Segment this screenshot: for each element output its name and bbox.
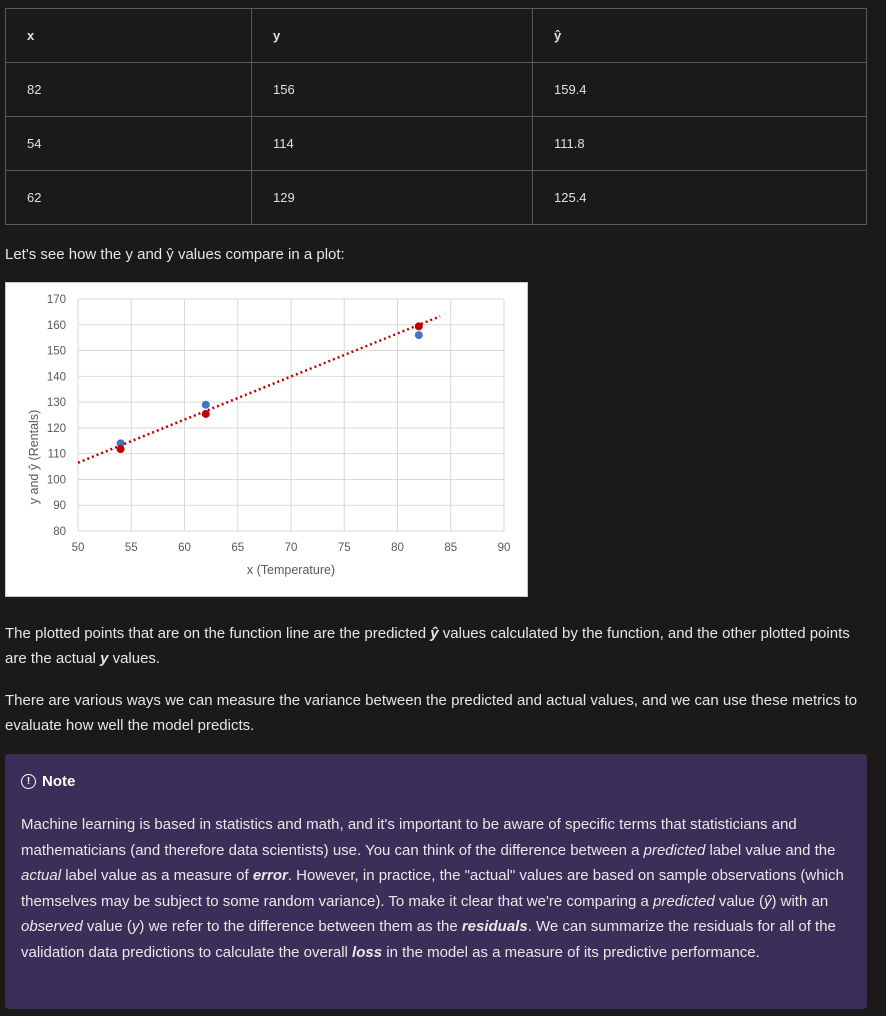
text-run: value ( — [82, 918, 132, 935]
y-tick-label: 170 — [47, 294, 66, 306]
text-run: value ( — [714, 892, 764, 910]
table-cell: 159.4 — [532, 62, 867, 117]
x-tick-label: 60 — [178, 542, 191, 554]
predicted-point — [414, 322, 423, 331]
x-tick-label: 65 — [231, 542, 244, 554]
chart-svg: 50 55 60 65 70 75 80 85 90 80 90 100 110 120 130 140 150… — [27, 294, 511, 577]
x-tick-label: 90 — [498, 542, 511, 554]
table-cell: 114 — [251, 116, 533, 171]
x-tick-label: 70 — [285, 542, 298, 554]
table-header-row: x y ŷ — [5, 8, 867, 63]
y-tick-label: 150 — [47, 346, 66, 358]
table-cell: 125.4 — [532, 170, 867, 225]
text-run: observed — [21, 918, 83, 935]
table-row: 54 114 111.8 — [5, 116, 867, 171]
y-tick-label: 160 — [47, 320, 66, 332]
text-run: actual — [21, 867, 62, 884]
text-run: . We can summarize the residuals for all… — [21, 918, 836, 961]
y-axis-label: y and ŷ (Rentals) — [27, 410, 41, 504]
y-tick-label: 90 — [53, 500, 66, 512]
paragraph-metrics: There are various ways we can measure th… — [5, 692, 858, 734]
y-tick-label: 100 — [47, 474, 66, 486]
y-tick-label: 130 — [47, 397, 66, 409]
y-tick-label: 110 — [48, 449, 66, 461]
x-tick-label: 80 — [391, 542, 404, 554]
table-cell: 62 — [5, 170, 252, 225]
note-title: Note — [42, 773, 76, 790]
text-run: . However, in practice, the "actual" val… — [21, 867, 844, 910]
x-tick-label: 55 — [125, 542, 138, 554]
intro-text: Let's see how the y and ŷ values compare… — [5, 246, 345, 263]
text-run: Machine learning is based in statistics … — [21, 816, 797, 859]
table-cell: 82 — [5, 62, 252, 117]
text-run: label value as a measure of — [61, 867, 253, 884]
column-header-x: x — [5, 8, 252, 63]
info-icon: ! — [21, 774, 36, 789]
table-cell: 111.8 — [532, 116, 867, 171]
y-tick-label: 140 — [47, 371, 66, 383]
y-tick-label: 80 — [53, 526, 66, 538]
text-run: values calculated by the function, and t… — [5, 625, 850, 667]
text-run: ŷ — [430, 625, 439, 642]
column-header-y: y — [251, 8, 533, 63]
predicted-point — [201, 409, 210, 418]
text-run: in the model as a measure of its predict… — [382, 943, 760, 961]
text-run: loss — [352, 943, 383, 961]
table-cell: 129 — [251, 170, 533, 225]
table-cell: 156 — [251, 62, 533, 117]
text-run: values. — [108, 650, 161, 667]
note-header: ! Note — [21, 773, 851, 790]
text-run: ŷ — [763, 892, 772, 910]
text-run: error — [252, 867, 288, 884]
x-axis-label: x (Temperature) — [247, 563, 335, 577]
note-body: Machine learning is based in statistics … — [21, 812, 851, 965]
paragraph-plot-explanation: The plotted points that are on the funct… — [5, 621, 865, 671]
table-cell: 54 — [5, 116, 252, 171]
text-run: predicted — [643, 841, 706, 859]
x-tick-label: 75 — [338, 542, 351, 554]
text-run: ) with an — [771, 892, 829, 910]
text-run: ) we refer to the difference between the… — [139, 918, 462, 935]
data-table: x y ŷ 82 156 159.4 54 114 111.8 62 129 1… — [5, 8, 867, 225]
trend-line — [77, 315, 441, 464]
text-run: y — [100, 650, 109, 667]
actual-point — [116, 439, 125, 448]
x-tick-label: 85 — [444, 542, 457, 554]
actual-point — [414, 331, 423, 340]
predicted-point — [116, 445, 125, 454]
y-tick-label: 120 — [47, 423, 66, 435]
column-header-yhat: ŷ — [532, 8, 867, 63]
text-run: y — [131, 918, 140, 935]
actual-point — [201, 400, 210, 409]
text-run: label value and the — [705, 841, 836, 859]
note-callout: ! Note Machine learning is based in stat… — [5, 754, 867, 1009]
table-row: 62 129 125.4 — [5, 170, 867, 225]
table-row: 82 156 159.4 — [5, 62, 867, 117]
text-run: residuals — [461, 918, 528, 935]
text-run: The plotted points that are on the funct… — [5, 625, 431, 642]
text-run: predicted — [653, 892, 715, 910]
x-tick-label: 50 — [72, 542, 85, 554]
scatter-chart: 50 55 60 65 70 75 80 85 90 80 90 100 110 120 130 140 150… — [5, 282, 528, 597]
